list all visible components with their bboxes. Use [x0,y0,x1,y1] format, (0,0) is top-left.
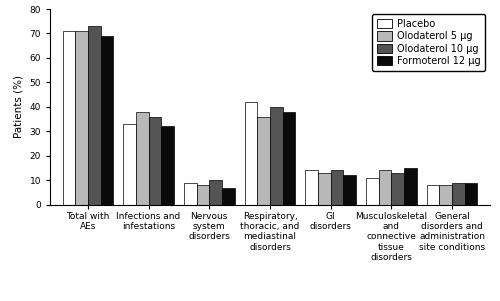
Bar [318,173,330,205]
Bar [244,102,258,205]
Bar [222,188,234,205]
Bar [330,170,344,205]
Y-axis label: Patients (%): Patients (%) [14,75,24,138]
Bar [427,185,440,205]
Bar [100,36,113,205]
Bar [464,183,477,205]
Bar [196,185,209,205]
Bar [184,183,196,205]
Bar [306,170,318,205]
Bar [378,170,392,205]
Bar [440,185,452,205]
Bar [392,173,404,205]
Bar [62,31,76,205]
Bar [88,26,101,205]
Bar [404,168,416,205]
Bar [76,31,88,205]
Bar [136,112,148,205]
Bar [366,178,378,205]
Bar [344,175,356,205]
Legend: Placebo, Olodaterol 5 μg, Olodaterol 10 μg, Formoterol 12 μg: Placebo, Olodaterol 5 μg, Olodaterol 10 … [372,14,485,71]
Bar [124,124,136,205]
Bar [270,107,282,205]
Bar [210,180,222,205]
Bar [282,112,296,205]
Bar [258,116,270,205]
Bar [452,183,464,205]
Bar [162,126,174,205]
Bar [148,116,162,205]
